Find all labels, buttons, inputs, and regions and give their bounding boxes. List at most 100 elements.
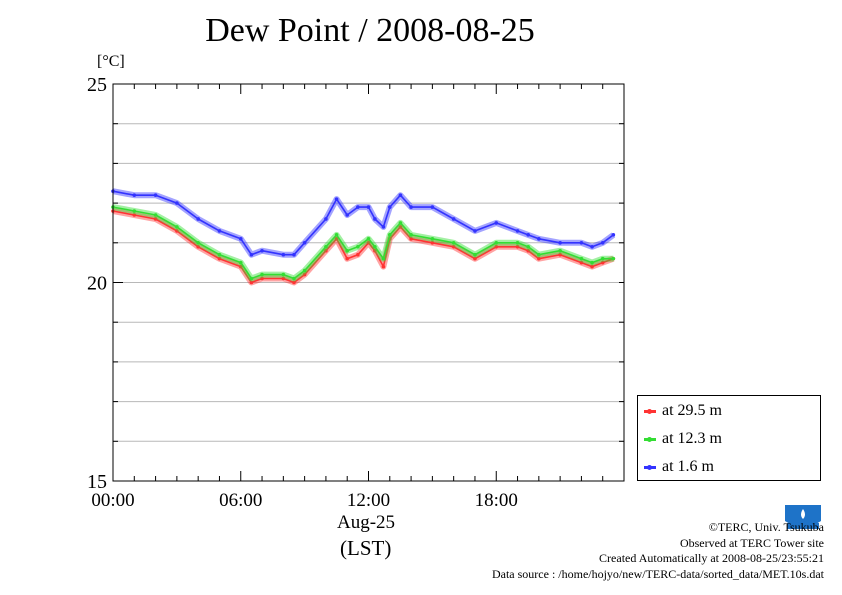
series-point-1 — [387, 233, 392, 237]
series-point-0 — [590, 264, 594, 269]
series-point-0 — [381, 264, 386, 269]
terc-logo-icon — [785, 505, 821, 529]
series-point-2 — [451, 217, 456, 221]
series-point-0 — [356, 252, 360, 257]
series-point-1 — [292, 276, 296, 281]
x-axis-date-label: Aug-25 — [337, 512, 396, 533]
series-point-0 — [494, 244, 499, 249]
series-layer — [111, 188, 616, 286]
series-point-2 — [409, 205, 413, 209]
series-point-1 — [537, 252, 541, 257]
series-point-2 — [334, 197, 339, 201]
series-point-1 — [153, 213, 158, 217]
legend-item-1m: at 1.6 m — [644, 457, 714, 477]
series-point-0 — [196, 244, 200, 249]
series-point-2 — [153, 193, 158, 197]
series-point-2 — [260, 248, 264, 253]
x-tick-label: 12:00 — [347, 490, 390, 511]
axis-ticks: 15 20 25 00:00 06:00 12:00 18:00 — [87, 74, 625, 511]
credit-copyright: ©TERC, Univ. Tsukuba — [708, 520, 824, 534]
series-point-2 — [196, 217, 200, 221]
series-point-0 — [132, 213, 137, 217]
series-point-2 — [526, 233, 530, 237]
series-point-0 — [558, 252, 562, 257]
series-point-0 — [515, 244, 520, 249]
series-point-2 — [600, 241, 605, 245]
chart-title: Dew Point / 2008-08-25 — [205, 12, 535, 49]
series-point-2 — [356, 205, 360, 209]
series-point-0 — [373, 248, 377, 253]
series-point-1 — [366, 237, 371, 241]
series-point-2 — [175, 201, 179, 205]
series-point-0 — [324, 248, 328, 253]
series-point-2 — [281, 252, 286, 257]
series-point-1 — [494, 241, 499, 245]
series-point-1 — [175, 225, 179, 229]
series-point-0 — [430, 241, 435, 245]
series-point-0 — [345, 256, 350, 261]
series-point-1 — [515, 241, 520, 245]
series-point-0 — [260, 276, 264, 281]
series-point-2 — [345, 213, 350, 217]
series-point-2 — [238, 237, 243, 241]
series-point-0 — [451, 244, 456, 249]
series-point-1 — [356, 244, 360, 249]
series-point-0 — [600, 260, 605, 265]
series-line-0 — [112, 210, 614, 284]
series-point-2 — [373, 217, 377, 221]
series-point-1 — [260, 272, 264, 277]
series-point-0 — [292, 280, 296, 285]
legend-swatch-29m — [644, 408, 656, 414]
series-point-1 — [526, 244, 530, 249]
series-point-0 — [409, 237, 413, 241]
series-point-2 — [249, 252, 254, 257]
series-point-1 — [196, 241, 200, 245]
credits-block: ©TERC, Univ. Tsukuba Observed at TERC To… — [492, 520, 824, 582]
series-point-1 — [451, 241, 456, 245]
legend-item-12m: at 12.3 m — [644, 429, 722, 449]
series-point-0 — [217, 256, 222, 261]
legend: at 29.5 m at 12.3 m at 1.6 m — [637, 395, 821, 481]
series-point-1 — [238, 260, 243, 265]
series-point-1 — [281, 272, 286, 277]
series-point-2 — [558, 241, 562, 245]
x-tick-label: 00:00 — [91, 490, 134, 511]
series-point-1 — [430, 237, 435, 241]
x-axis-timezone-label: (LST) — [340, 536, 392, 560]
series-point-0 — [366, 241, 371, 245]
series-band-0 — [112, 208, 615, 286]
series-line-1 — [112, 206, 614, 280]
series-point-1 — [579, 256, 584, 261]
series-point-0 — [334, 237, 339, 241]
series-point-0 — [153, 217, 158, 221]
series-point-0 — [302, 272, 307, 277]
series-point-0 — [537, 256, 541, 261]
legend-swatch-1m — [644, 464, 656, 470]
series-point-1 — [558, 248, 562, 253]
series-point-2 — [494, 221, 499, 225]
series-point-1 — [132, 209, 137, 213]
y-tick-label: 20 — [87, 273, 107, 295]
x-tick-label: 06:00 — [219, 490, 262, 511]
series-point-2 — [324, 217, 328, 221]
series-point-0 — [281, 276, 286, 281]
series-point-1 — [590, 260, 594, 265]
credit-source: Data source : /home/hojyo/new/TERC-data/… — [491, 566, 824, 581]
x-tick-label: 18:00 — [475, 490, 518, 511]
series-point-1 — [373, 244, 377, 249]
series-point-1 — [381, 256, 386, 261]
series-point-2 — [132, 193, 137, 197]
series-point-2 — [579, 241, 584, 245]
series-point-2 — [381, 225, 386, 229]
series-point-2 — [398, 193, 403, 197]
series-point-2 — [430, 205, 435, 209]
series-point-2 — [473, 229, 477, 233]
series-point-1 — [345, 248, 350, 253]
legend-swatch-12m — [644, 436, 656, 442]
series-point-0 — [249, 280, 254, 285]
series-point-2 — [590, 244, 594, 249]
series-point-1 — [398, 221, 403, 225]
series-point-2 — [366, 205, 371, 209]
series-point-1 — [217, 252, 222, 257]
